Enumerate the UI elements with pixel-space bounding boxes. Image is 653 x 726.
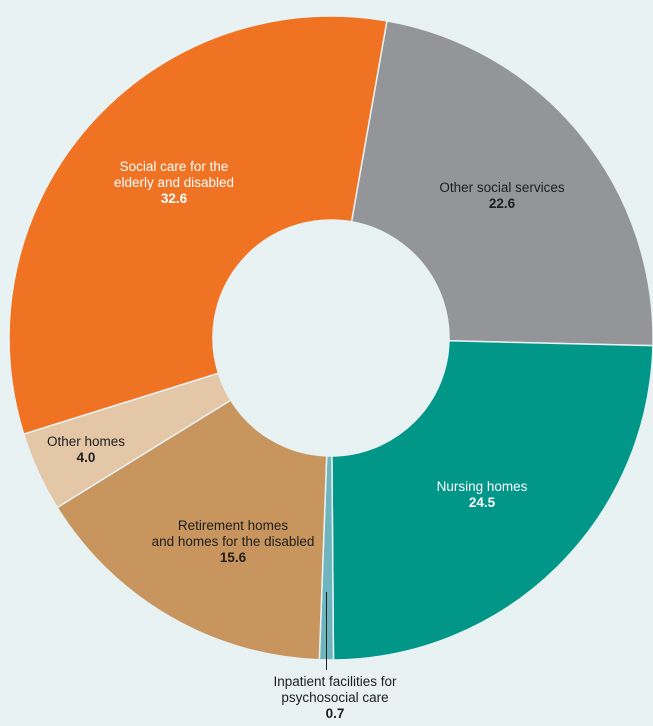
slice-other-social-services: [350, 20, 653, 347]
label-line: psychosocial care: [281, 690, 388, 705]
slice-labels: Other social services 22.6 Nursing homes 24…: [47, 159, 565, 721]
label-line: elderly and disabled: [114, 175, 234, 190]
label-line: Retirement homes: [178, 518, 289, 533]
value-label: 15.6: [220, 550, 247, 565]
donut-slices: [8, 15, 653, 661]
label-nursing-homes: Nursing homes 24.5: [437, 479, 528, 510]
slice-social-care-for-the-elderly-and-disabled: [8, 15, 388, 436]
value-label: 22.6: [489, 196, 516, 211]
label-line: Other homes: [47, 434, 125, 449]
value-label: 4.0: [77, 450, 96, 465]
label-line: Other social services: [439, 180, 565, 195]
value-label: 32.6: [161, 191, 188, 206]
slice-retirement-homes-and-homes-for-the-disabled: [56, 399, 328, 661]
label-social-care-for-the-elderly-and-disabled: Social care for the elderly and disabled 3…: [114, 159, 234, 206]
value-label: 0.7: [326, 706, 345, 721]
label-line: Social care for the: [120, 159, 229, 174]
slice-nursing-homes: [331, 340, 653, 661]
label-retirement-homes-and-homes-for-the-disabled: Retirement homes and homes for the disabl…: [152, 518, 315, 565]
label-line: and homes for the disabled: [152, 534, 315, 549]
label-line: Inpatient facilities for: [273, 674, 397, 689]
value-label: 24.5: [469, 495, 496, 510]
label-line: Nursing homes: [437, 479, 528, 494]
label-other-social-services: Other social services 22.6: [439, 180, 565, 211]
label-inpatient-facilities-for-psychosocial-care: Inpatient facilities for psychosocial car…: [273, 674, 397, 721]
label-other-homes: Other homes 4.0: [47, 434, 125, 465]
